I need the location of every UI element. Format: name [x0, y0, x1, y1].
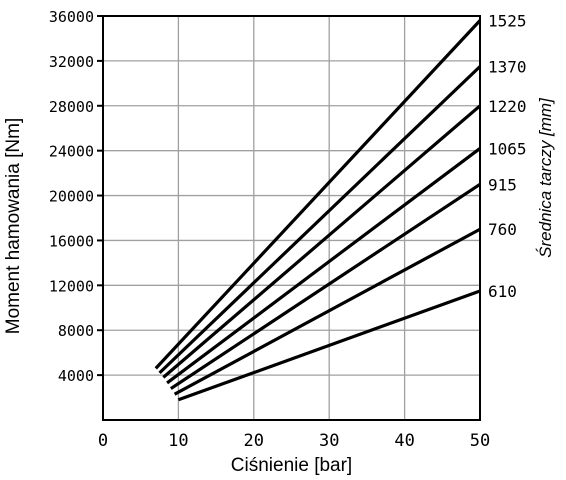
x-axis-title: Ciśnienie [bar]	[231, 455, 352, 476]
series-line-1220	[162, 104, 482, 379]
x-tick-label: 20	[244, 431, 264, 451]
series-line-1065	[166, 147, 481, 385]
series-line-1525	[154, 19, 482, 370]
y-tick-label: 8000	[58, 322, 94, 340]
y-tick-label: 24000	[49, 143, 94, 161]
x-tick-label: 0	[98, 431, 108, 451]
plot-frame	[102, 15, 481, 421]
y-tick-label: 12000	[49, 277, 94, 295]
y-tick-label: 16000	[49, 232, 94, 250]
x-tick-label: 50	[470, 431, 490, 451]
series-line-915	[169, 182, 481, 390]
diameter-label: 915	[488, 175, 517, 194]
diameter-labels: 1525 1370 1220 1065 915 760 610	[488, 11, 527, 300]
y-tick-label: 36000	[49, 8, 94, 26]
y-tick-labels: 36000 32000 28000 24000 20000 16000 12000 8000 4…	[49, 8, 103, 385]
series-line-760	[173, 227, 481, 396]
diameter-label: 1065	[488, 139, 527, 158]
series-line-1370	[158, 65, 482, 375]
x-tick-label: 30	[319, 431, 339, 451]
y-tick-label: 20000	[49, 188, 94, 206]
series-line-610	[177, 289, 481, 402]
y-tick-label: 28000	[49, 98, 94, 116]
diameter-label: 610	[488, 282, 517, 301]
y-tick-label: 32000	[49, 53, 94, 71]
y-tick-label: 4000	[58, 367, 94, 385]
right-axis-title: Średnica tarczy [mm]	[536, 97, 555, 258]
x-tick-label: 40	[394, 431, 414, 451]
diameter-label: 1370	[488, 58, 527, 77]
diameter-label: 760	[488, 220, 517, 239]
series-group	[154, 19, 482, 402]
diameter-label: 1220	[488, 97, 527, 116]
y-axis-title: Moment hamowania [Nm]	[3, 118, 24, 334]
x-tick-labels: 0 10 20 30 40 50	[98, 431, 490, 451]
x-tick-label: 10	[168, 431, 188, 451]
diameter-label: 1525	[488, 11, 527, 30]
